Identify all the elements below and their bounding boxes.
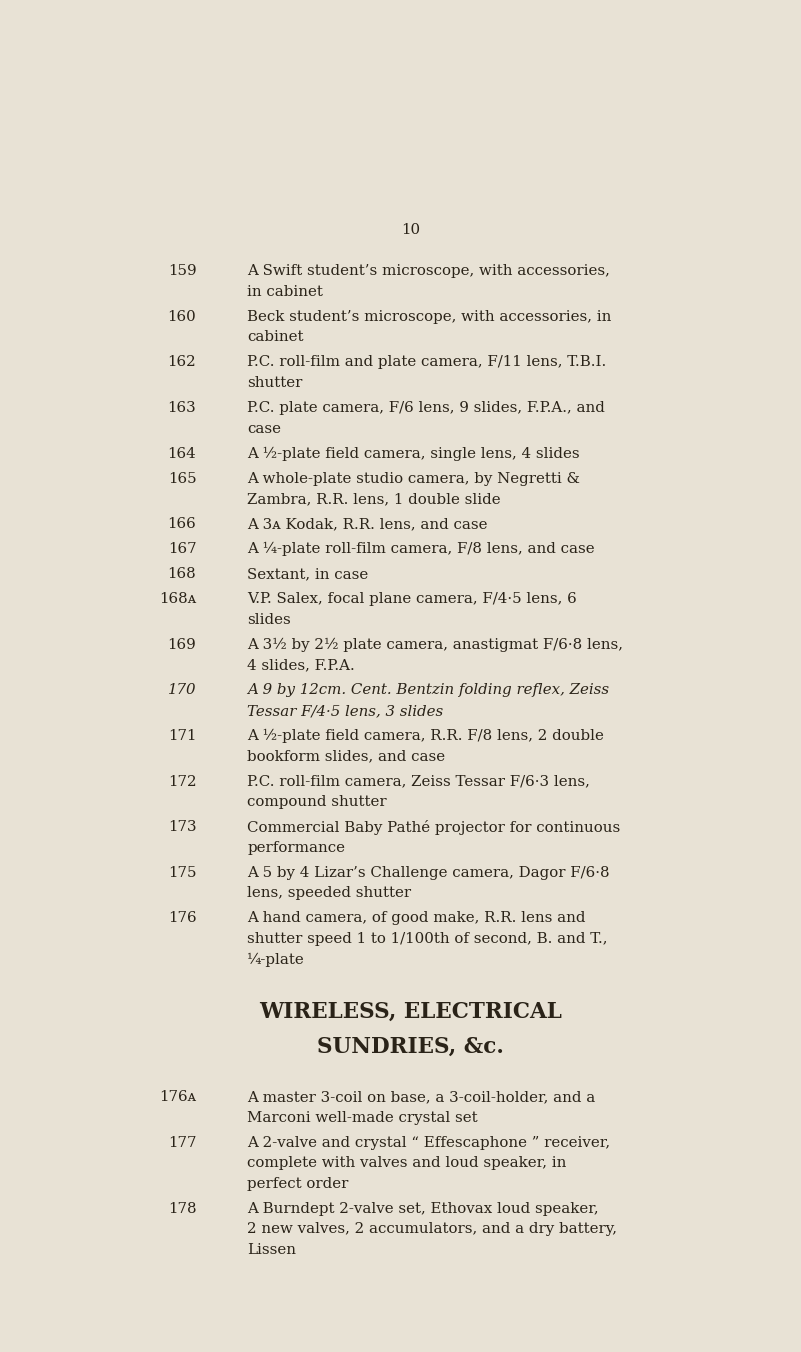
Text: A Burndept 2-valve set, Ethovax loud speaker,: A Burndept 2-valve set, Ethovax loud spe… bbox=[248, 1202, 599, 1215]
Text: A ½-plate field camera, R.R. F/8 lens, 2 double: A ½-plate field camera, R.R. F/8 lens, 2… bbox=[248, 729, 604, 744]
Text: A 3ᴀ Kodak, R.R. lens, and case: A 3ᴀ Kodak, R.R. lens, and case bbox=[248, 518, 488, 531]
Text: 171: 171 bbox=[168, 729, 196, 744]
Text: SUNDRIES, &c.: SUNDRIES, &c. bbox=[317, 1036, 504, 1057]
Text: A 9 by 12cm. Cent. Bentzin folding reflex, Zeiss: A 9 by 12cm. Cent. Bentzin folding refle… bbox=[248, 683, 610, 698]
Text: 176ᴀ: 176ᴀ bbox=[159, 1090, 196, 1105]
Text: Commercial Baby Pathé projector for continuous: Commercial Baby Pathé projector for cont… bbox=[248, 821, 621, 836]
Text: compound shutter: compound shutter bbox=[248, 795, 387, 810]
Text: A 3½ by 2½ plate camera, anastigmat F/6·8 lens,: A 3½ by 2½ plate camera, anastigmat F/6·… bbox=[248, 638, 623, 652]
Text: 166: 166 bbox=[167, 518, 196, 531]
Text: Marconi well-made crystal set: Marconi well-made crystal set bbox=[248, 1110, 478, 1125]
Text: 163: 163 bbox=[167, 402, 196, 415]
Text: V.P. Salex, focal plane camera, F/4·5 lens, 6: V.P. Salex, focal plane camera, F/4·5 le… bbox=[248, 592, 577, 606]
Text: 168ᴀ: 168ᴀ bbox=[159, 592, 196, 606]
Text: Tessar F/4·5 lens, 3 slides: Tessar F/4·5 lens, 3 slides bbox=[248, 704, 444, 718]
Text: 160: 160 bbox=[167, 310, 196, 324]
Text: 172: 172 bbox=[167, 775, 196, 788]
Text: P.C. plate camera, F/6 lens, 9 slides, F.P.A., and: P.C. plate camera, F/6 lens, 9 slides, F… bbox=[248, 402, 605, 415]
Text: P.C. roll-film and plate camera, F/11 lens, T.B.I.: P.C. roll-film and plate camera, F/11 le… bbox=[248, 356, 606, 369]
Text: 167: 167 bbox=[167, 542, 196, 556]
Text: 162: 162 bbox=[167, 356, 196, 369]
Text: 159: 159 bbox=[167, 264, 196, 279]
Text: 175: 175 bbox=[168, 865, 196, 880]
Text: 169: 169 bbox=[167, 638, 196, 652]
Text: ¼-plate: ¼-plate bbox=[248, 953, 305, 967]
Text: 168: 168 bbox=[167, 568, 196, 581]
Text: A 2-valve and crystal “ Effescaphone ” receiver,: A 2-valve and crystal “ Effescaphone ” r… bbox=[248, 1136, 610, 1149]
Text: P.C. roll-film camera, Zeiss Tessar F/6·3 lens,: P.C. roll-film camera, Zeiss Tessar F/6·… bbox=[248, 775, 590, 788]
Text: Zambra, R.R. lens, 1 double slide: Zambra, R.R. lens, 1 double slide bbox=[248, 492, 501, 506]
Text: slides: slides bbox=[248, 612, 291, 627]
Text: A 5 by 4 Lizar’s Challenge camera, Dagor F/6·8: A 5 by 4 Lizar’s Challenge camera, Dagor… bbox=[248, 865, 610, 880]
Text: A master 3-coil on base, a 3-coil-holder, and a: A master 3-coil on base, a 3-coil-holder… bbox=[248, 1090, 595, 1105]
Text: 10: 10 bbox=[401, 223, 420, 237]
Text: 173: 173 bbox=[167, 821, 196, 834]
Text: 164: 164 bbox=[167, 446, 196, 461]
Text: WIRELESS, ELECTRICAL: WIRELESS, ELECTRICAL bbox=[259, 1000, 562, 1022]
Text: 178: 178 bbox=[167, 1202, 196, 1215]
Text: 165: 165 bbox=[167, 472, 196, 485]
Text: 170: 170 bbox=[168, 683, 196, 698]
Text: Beck student’s microscope, with accessories, in: Beck student’s microscope, with accessor… bbox=[248, 310, 612, 324]
Text: 177: 177 bbox=[168, 1136, 196, 1149]
Text: cabinet: cabinet bbox=[248, 330, 304, 345]
Text: A ¼-plate roll-film camera, F/8 lens, and case: A ¼-plate roll-film camera, F/8 lens, an… bbox=[248, 542, 595, 557]
Text: A whole-plate studio camera, by Negretti &: A whole-plate studio camera, by Negretti… bbox=[248, 472, 580, 485]
Text: in cabinet: in cabinet bbox=[248, 285, 323, 299]
Text: complete with valves and loud speaker, in: complete with valves and loud speaker, i… bbox=[248, 1156, 566, 1171]
Text: performance: performance bbox=[248, 841, 345, 854]
Text: 2 new valves, 2 accumulators, and a dry battery,: 2 new valves, 2 accumulators, and a dry … bbox=[248, 1222, 618, 1237]
Text: Sextant, in case: Sextant, in case bbox=[248, 568, 368, 581]
Text: case: case bbox=[248, 422, 281, 435]
Text: 176: 176 bbox=[167, 911, 196, 925]
Text: 4 slides, F.P.A.: 4 slides, F.P.A. bbox=[248, 658, 355, 672]
Text: A ½-plate field camera, single lens, 4 slides: A ½-plate field camera, single lens, 4 s… bbox=[248, 446, 580, 461]
Text: lens, speeded shutter: lens, speeded shutter bbox=[248, 887, 412, 900]
Text: perfect order: perfect order bbox=[248, 1176, 348, 1191]
Text: shutter speed 1 to 1/100th of second, B. and T.,: shutter speed 1 to 1/100th of second, B.… bbox=[248, 932, 608, 946]
Text: shutter: shutter bbox=[248, 376, 303, 391]
Text: A Swift student’s microscope, with accessories,: A Swift student’s microscope, with acces… bbox=[248, 264, 610, 279]
Text: A hand camera, of good make, R.R. lens and: A hand camera, of good make, R.R. lens a… bbox=[248, 911, 586, 925]
Text: Lissen: Lissen bbox=[248, 1242, 296, 1257]
Text: bookform slides, and case: bookform slides, and case bbox=[248, 749, 445, 764]
